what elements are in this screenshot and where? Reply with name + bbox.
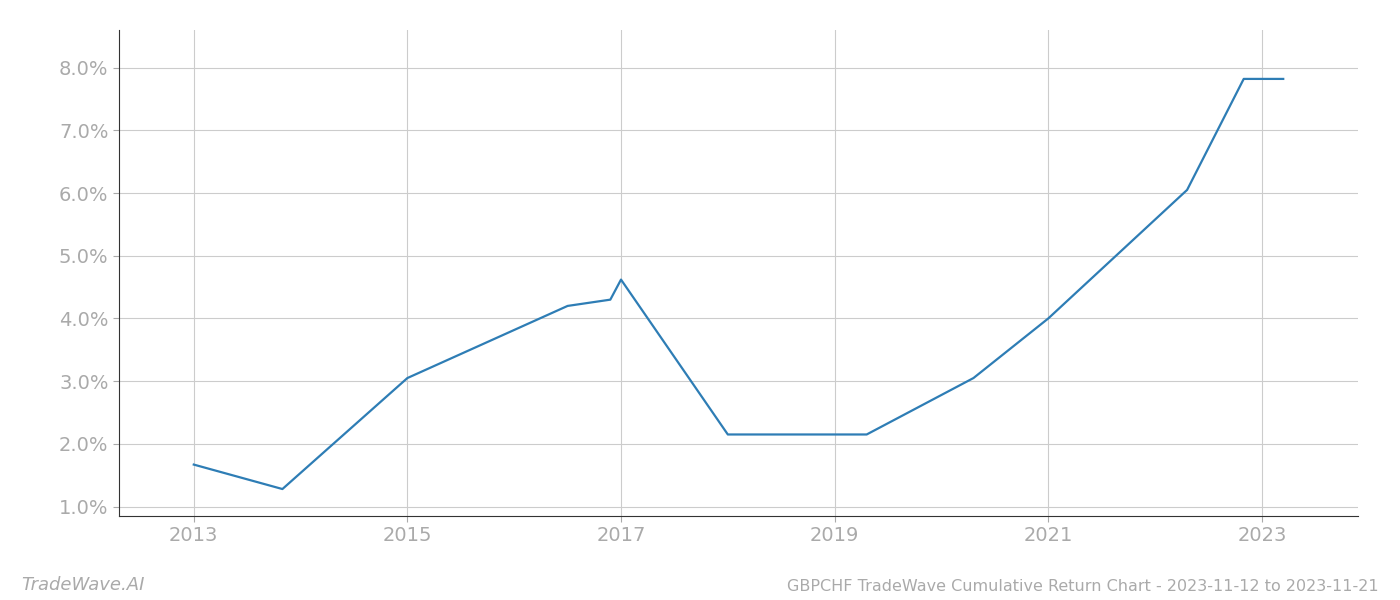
Text: GBPCHF TradeWave Cumulative Return Chart - 2023-11-12 to 2023-11-21: GBPCHF TradeWave Cumulative Return Chart… [787,579,1379,594]
Text: TradeWave.AI: TradeWave.AI [21,576,144,594]
